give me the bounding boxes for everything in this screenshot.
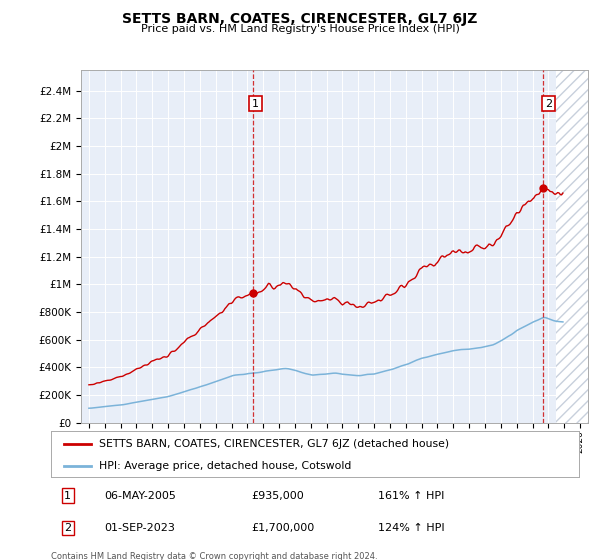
- Text: 2: 2: [64, 523, 71, 533]
- Text: SETTS BARN, COATES, CIRENCESTER, GL7 6JZ (detached house): SETTS BARN, COATES, CIRENCESTER, GL7 6JZ…: [98, 439, 449, 449]
- Text: £935,000: £935,000: [251, 491, 304, 501]
- Text: HPI: Average price, detached house, Cotswold: HPI: Average price, detached house, Cots…: [98, 461, 351, 470]
- Text: Contains HM Land Registry data © Crown copyright and database right 2024.
This d: Contains HM Land Registry data © Crown c…: [51, 552, 377, 560]
- Text: 06-MAY-2005: 06-MAY-2005: [104, 491, 176, 501]
- Text: £1,700,000: £1,700,000: [251, 523, 315, 533]
- Text: 2: 2: [545, 99, 552, 109]
- Text: SETTS BARN, COATES, CIRENCESTER, GL7 6JZ: SETTS BARN, COATES, CIRENCESTER, GL7 6JZ: [122, 12, 478, 26]
- Text: 1: 1: [252, 99, 259, 109]
- Bar: [556, 70, 588, 423]
- Text: 01-SEP-2023: 01-SEP-2023: [104, 523, 175, 533]
- Text: 124% ↑ HPI: 124% ↑ HPI: [379, 523, 445, 533]
- Text: Price paid vs. HM Land Registry's House Price Index (HPI): Price paid vs. HM Land Registry's House …: [140, 24, 460, 34]
- Text: 1: 1: [64, 491, 71, 501]
- Text: 161% ↑ HPI: 161% ↑ HPI: [379, 491, 445, 501]
